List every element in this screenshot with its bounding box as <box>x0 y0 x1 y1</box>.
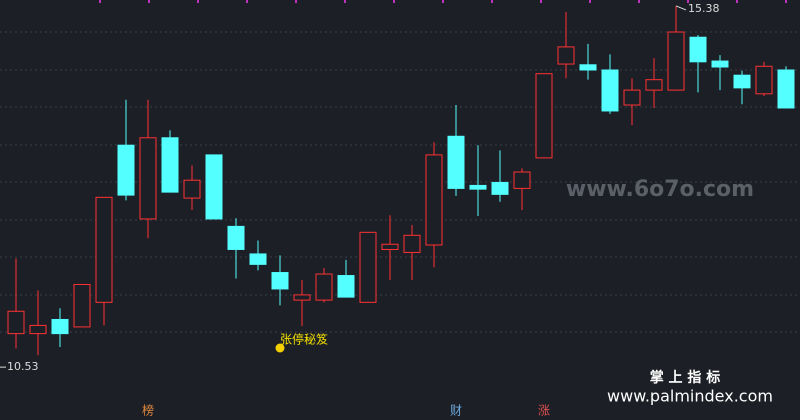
candle-body <box>447 135 465 189</box>
candle-body <box>579 64 597 71</box>
candle-body <box>7 310 25 335</box>
signal-dot <box>275 343 285 353</box>
candle-body <box>689 36 707 63</box>
candle-body <box>601 69 619 112</box>
marker-label: 榜 <box>142 403 154 418</box>
candle-body <box>73 283 91 328</box>
max-label: 15.38 <box>688 2 720 15</box>
candle-body <box>755 65 773 95</box>
candle-body <box>667 31 685 91</box>
grid <box>0 31 800 333</box>
candle-body <box>315 273 333 301</box>
candle-body <box>337 275 355 298</box>
candle-body <box>623 89 641 106</box>
marker-label: 涨 <box>538 403 550 418</box>
watermark: www.6o7o.com <box>566 177 754 202</box>
candle-body <box>95 196 113 303</box>
candle-body <box>557 46 575 65</box>
candle-body <box>227 225 245 250</box>
watermark: 掌 上 指 标 <box>650 369 721 386</box>
candle-body <box>425 154 443 246</box>
candle-body <box>205 154 223 220</box>
signal-label: 张停秘笈 <box>280 332 328 347</box>
candle-body <box>359 231 377 303</box>
candle-body <box>777 69 795 109</box>
candle-body <box>381 243 399 250</box>
candle-body <box>183 179 201 199</box>
candle-body <box>249 253 267 265</box>
candle-body <box>117 144 135 196</box>
candle-body <box>161 137 179 193</box>
candle-body <box>645 79 663 91</box>
candle-body <box>733 74 751 89</box>
candle-body <box>513 171 531 189</box>
candle-body <box>29 324 47 335</box>
candle-body <box>139 137 157 220</box>
candle-body <box>293 294 311 301</box>
candle-body <box>403 234 421 253</box>
candle-body <box>51 318 69 335</box>
candle-body <box>469 184 487 190</box>
max-pointer <box>675 5 687 11</box>
candle-body <box>535 73 553 159</box>
watermark: www.palmindex.com <box>607 387 773 406</box>
candle-body <box>711 60 729 68</box>
min-label: 10.53 <box>7 360 39 373</box>
marker-label: 财 <box>450 404 462 418</box>
candle-body <box>271 272 289 290</box>
candle-body <box>491 181 509 195</box>
